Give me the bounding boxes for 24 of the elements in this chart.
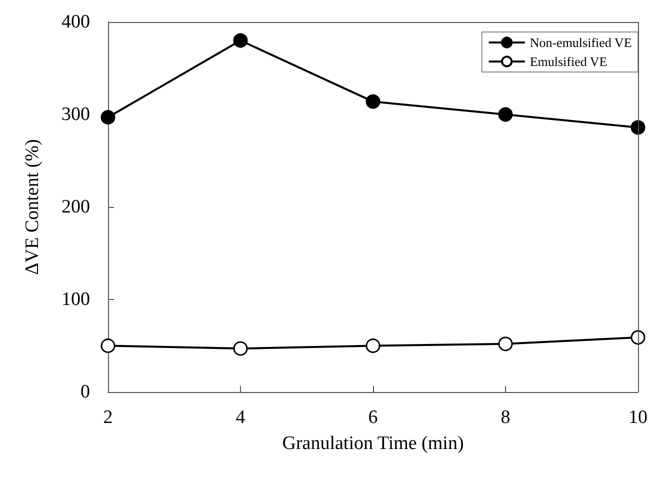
x-tick-label: 10 — [628, 407, 648, 428]
point — [630, 120, 646, 135]
point — [100, 338, 116, 353]
y-tick-label: 100 — [62, 289, 90, 310]
point — [366, 338, 380, 353]
point — [498, 336, 513, 352]
point — [233, 33, 248, 48]
x-axis-title: Granulation Time (min) — [282, 433, 464, 454]
y-tick-label: 200 — [62, 196, 90, 218]
y-tick-label: 300 — [62, 104, 90, 125]
point — [498, 107, 513, 122]
x-tick-label: 4 — [236, 407, 246, 428]
y-tick-label: 0 — [80, 382, 90, 402]
point — [630, 330, 646, 345]
y-tick-label: 400 — [62, 12, 90, 32]
x-tick-label: 2 — [103, 407, 113, 428]
x-tick-label: 8 — [500, 407, 510, 428]
legend-label: Emulsified VE — [530, 54, 608, 69]
point — [233, 341, 248, 356]
x-tick-label: 6 — [368, 407, 378, 428]
y-axis-title: ΔVE Content (%) — [22, 139, 43, 275]
point — [366, 94, 380, 109]
legend-label: Non-emulsified VE — [530, 35, 632, 50]
point — [100, 110, 116, 125]
